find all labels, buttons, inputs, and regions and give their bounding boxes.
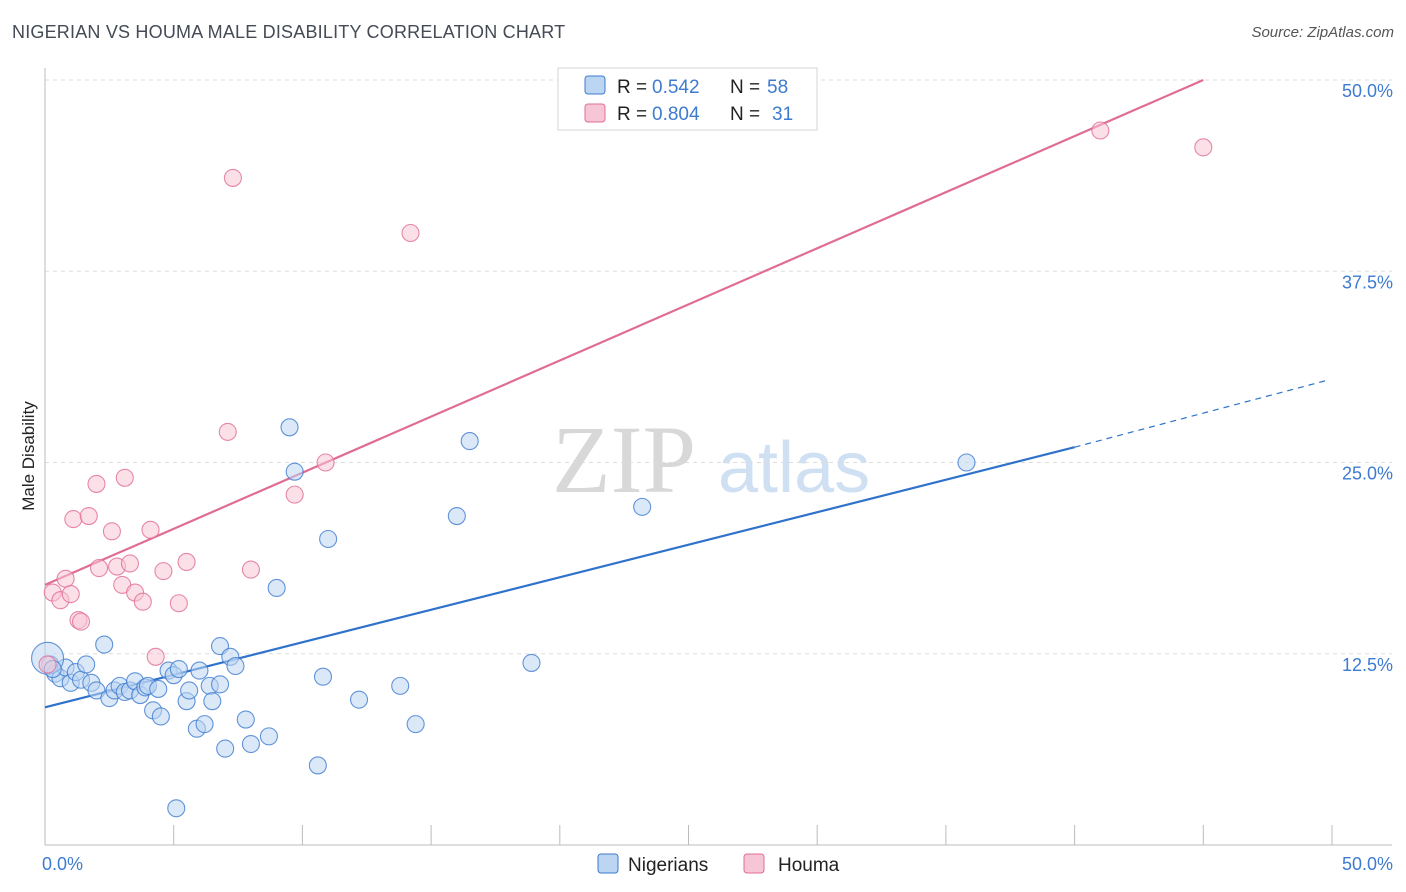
- watermark: ZIP atlas: [552, 406, 870, 513]
- point-houma-8: [79, 506, 98, 526]
- point-nigerians-53: [633, 497, 652, 516]
- point-nigerians-43: [285, 462, 304, 481]
- point-nigerians-45: [313, 667, 333, 686]
- point-houma-27: [316, 453, 335, 472]
- point-nigerians-55: [167, 799, 186, 818]
- point-nigerians-50: [447, 506, 466, 526]
- point-nigerians-49: [406, 715, 425, 734]
- point-houma-14: [115, 468, 134, 487]
- chart-title: NIGERIAN VS HOUMA MALE DISABILITY CORREL…: [12, 22, 566, 42]
- point-nigerians-35: [216, 739, 235, 758]
- legend: R = 0.542 N = 58 R = 0.804 N = 31: [557, 67, 818, 131]
- point-houma-9: [87, 474, 106, 493]
- point-nigerians-30: [195, 715, 214, 734]
- tick-labels: 12.5% 25.0% 37.5% 50.0% 0.0% 50.0%: [42, 81, 1393, 874]
- point-houma-29: [1091, 121, 1110, 140]
- legend-n-value-houma: 31: [772, 104, 793, 125]
- point-nigerians-29: [190, 661, 209, 680]
- point-houma-25: [241, 560, 260, 579]
- trend-line-houma: [44, 78, 1204, 586]
- point-houma-5: [64, 510, 83, 529]
- trend-line-dashed-nigerians: [1074, 379, 1328, 448]
- point-nigerians-39: [241, 734, 260, 754]
- point-nigerians-27: [180, 681, 199, 700]
- bottom-legend-label-nigerians: Nigerians: [628, 855, 708, 876]
- x-tick-label-0: 0.0%: [42, 854, 83, 874]
- point-houma-22: [177, 552, 196, 572]
- point-houma-23: [218, 422, 237, 441]
- legend-n-label-nigerians: N =: [730, 77, 760, 98]
- point-houma-30: [1194, 138, 1213, 157]
- axes: [44, 68, 1392, 846]
- point-nigerians-38: [236, 710, 255, 729]
- legend-n-label-houma: N =: [730, 104, 760, 125]
- point-nigerians-21: [149, 679, 168, 698]
- point-houma-0: [38, 655, 57, 674]
- point-nigerians-48: [391, 676, 410, 695]
- point-houma-24: [223, 168, 242, 187]
- legend-n-value-nigerians: 58: [767, 77, 788, 98]
- legend-r-value-houma: 0.804: [652, 104, 700, 125]
- trend-lines: [44, 78, 1328, 709]
- point-nigerians-51: [460, 432, 479, 451]
- watermark-zip: ZIP: [552, 406, 696, 513]
- legend-r-label-nigerians: R =: [617, 77, 647, 98]
- point-houma-21: [169, 594, 188, 613]
- point-houma-17: [133, 592, 152, 611]
- point-nigerians-52: [522, 653, 541, 672]
- bottom-legend-swatch-nigerians: [597, 853, 619, 874]
- point-houma-20: [154, 562, 173, 581]
- legend-r-value-nigerians: 0.542: [652, 77, 700, 98]
- point-nigerians-10: [95, 635, 114, 654]
- data-points: [31, 121, 1213, 818]
- point-nigerians-47: [349, 690, 369, 709]
- point-houma-15: [120, 554, 139, 573]
- y-tick-label-1: 25.0%: [1342, 464, 1393, 484]
- point-nigerians-37: [226, 656, 245, 676]
- y-axis-label: Male Disability: [19, 401, 38, 511]
- trend-line-nigerians: [44, 446, 1075, 709]
- point-nigerians-42: [280, 418, 299, 437]
- point-houma-18: [141, 520, 160, 539]
- legend-swatch-houma: [584, 103, 606, 123]
- point-houma-11: [102, 522, 121, 541]
- chart-source: Source: ZipAtlas.com: [1251, 24, 1394, 41]
- y-tick-label-2: 37.5%: [1342, 272, 1393, 292]
- bottom-legend-label-houma: Houma: [778, 855, 840, 876]
- point-nigerians-22: [151, 707, 170, 726]
- point-nigerians-41: [267, 578, 286, 598]
- watermark-atlas: atlas: [718, 428, 870, 508]
- bottom-legend-swatch-houma: [743, 853, 765, 874]
- point-nigerians-44: [308, 756, 327, 775]
- x-tick-label-1: 50.0%: [1342, 854, 1393, 874]
- point-nigerians-7: [77, 655, 96, 674]
- point-houma-10: [90, 559, 109, 578]
- y-tick-label-3: 50.0%: [1342, 81, 1393, 101]
- point-houma-7: [71, 612, 91, 631]
- point-houma-28: [401, 223, 420, 243]
- point-nigerians-40: [259, 727, 278, 746]
- point-nigerians-32: [203, 692, 222, 711]
- point-houma-4: [61, 585, 80, 604]
- point-houma-26: [285, 485, 304, 504]
- point-nigerians-25: [169, 659, 188, 679]
- point-houma-19: [146, 647, 165, 666]
- point-nigerians-54: [957, 453, 976, 472]
- y-tick-label-0: 12.5%: [1342, 655, 1393, 675]
- legend-swatch-nigerians: [584, 75, 606, 95]
- point-houma-3: [56, 569, 75, 588]
- legend-r-label-houma: R =: [617, 104, 647, 125]
- bottom-legend: Nigerians Houma: [597, 853, 840, 876]
- point-nigerians-33: [210, 675, 230, 694]
- point-nigerians-46: [319, 529, 338, 549]
